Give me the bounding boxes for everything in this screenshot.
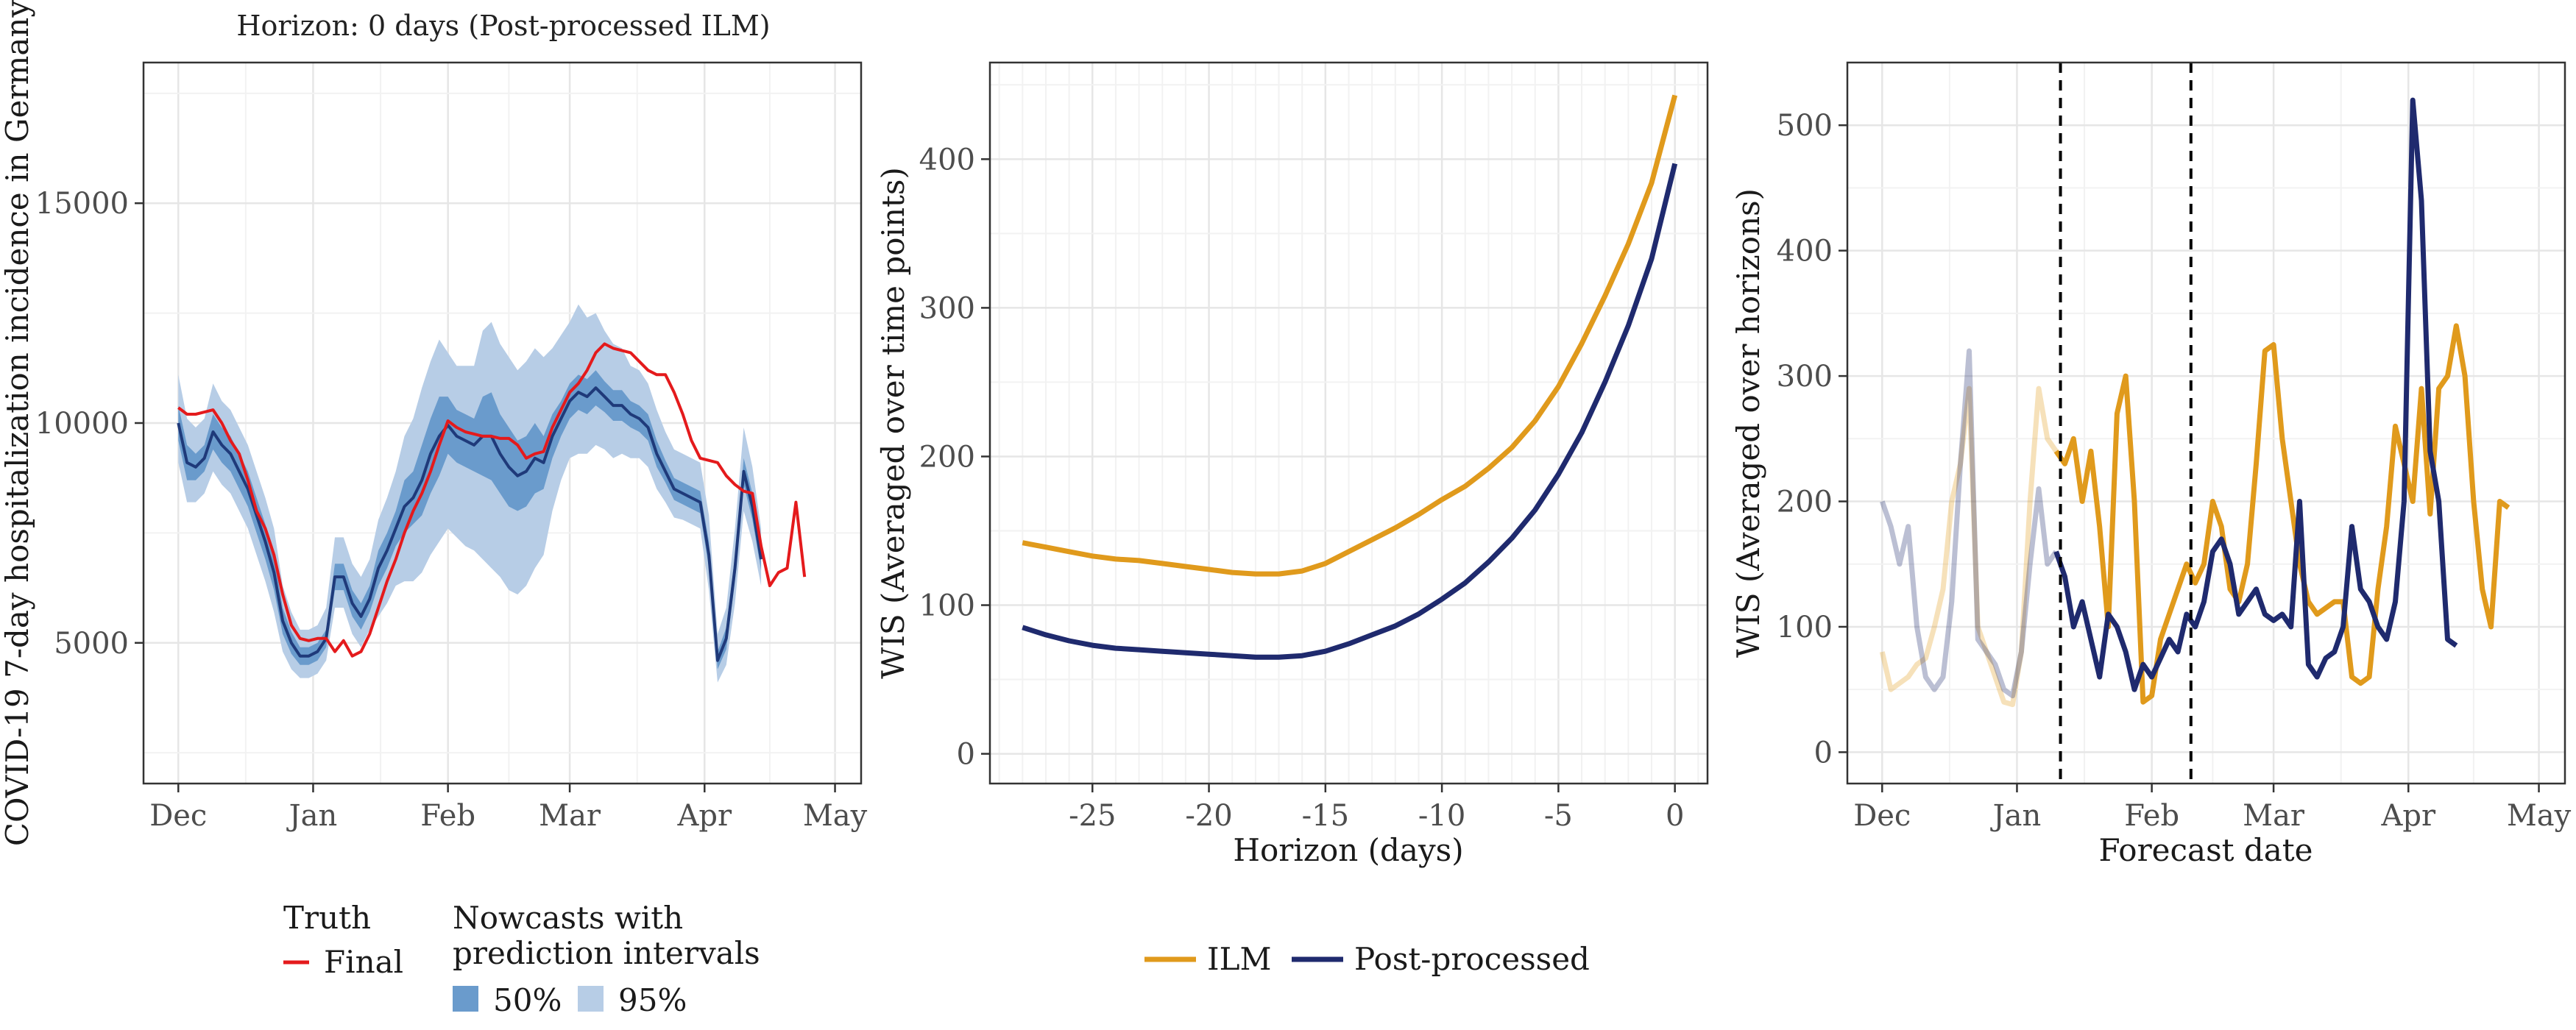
x-tick-label: -5 — [1544, 799, 1573, 833]
x-tick-label: May — [2507, 799, 2572, 833]
legend-95-swatch — [578, 986, 604, 1012]
x-tick-label: -10 — [1418, 799, 1465, 833]
x-tick-label: Mar — [539, 799, 601, 833]
y-tick-label: 500 — [1777, 109, 1833, 143]
legend-50-swatch — [453, 986, 478, 1012]
legend-post-label: Post-processed — [1354, 941, 1590, 977]
x-tick-label: Feb — [420, 799, 475, 833]
nowcast-panel: Horizon: 0 days (Post-processed ILM) Dec… — [0, 0, 868, 846]
panel2-lines — [1022, 94, 1678, 660]
panel2-gridlines — [990, 63, 1708, 784]
legend-95-label: 95% — [618, 982, 687, 1018]
panel1-gridlines — [144, 63, 861, 784]
x-tick-label: Mar — [2243, 799, 2305, 833]
y-tick-label: 15000 — [35, 187, 129, 221]
x-tick-label: -20 — [1185, 799, 1232, 833]
wis-horizon-panel: -25 -20 -15 -10 -5 0 0 100 200 300 400 Horizon (d… — [875, 61, 1709, 868]
x-tick-label: Dec — [149, 799, 207, 833]
panel1-x-ticks: Dec Jan Feb Mar Apr May — [149, 784, 868, 833]
legend-50-label: 50% — [493, 982, 562, 1018]
panel3-lines — [1879, 97, 2510, 708]
x-tick-label: Feb — [2124, 799, 2179, 833]
panel2-y-ticks: 0 100 200 300 400 — [919, 143, 990, 772]
x-tick-label: Apr — [2380, 799, 2435, 833]
band-50-area — [178, 370, 762, 670]
x-tick-label: Jan — [286, 799, 338, 833]
panel3-x-ticks: Dec Jan Feb Mar Apr May — [1853, 784, 2572, 833]
panel3-plot-bg — [1847, 63, 2565, 784]
y-tick-label: 300 — [1777, 360, 1833, 394]
y-tick-label: 5000 — [54, 627, 129, 661]
panel2-x-ticks: -25 -20 -15 -10 -5 0 — [1069, 784, 1684, 833]
post-processed-line — [2053, 97, 2458, 692]
ilm-line — [1022, 94, 1678, 577]
y-tick-label: 100 — [919, 589, 975, 623]
x-tick-label: May — [803, 799, 868, 833]
panel3-y-ticks: 0 100 200 300 400 500 — [1777, 109, 1847, 770]
x-tick-label: 0 — [1666, 799, 1684, 833]
legend-nowcast: Truth Final Nowcasts with prediction int… — [283, 900, 760, 1018]
legend-final-label: Final — [324, 944, 403, 980]
legend-wis: ILM Post-processed — [1144, 941, 1590, 977]
y-tick-label: 0 — [957, 738, 975, 772]
legend-truth-title: Truth — [283, 900, 371, 936]
x-tick-label: -15 — [1302, 799, 1349, 833]
post-processed-line-faded — [1879, 348, 2059, 699]
legend-ilm-label: ILM — [1207, 941, 1272, 977]
panel1-prediction-bands — [178, 304, 762, 683]
post-processed-line — [1022, 163, 1678, 660]
panel3-vertical-markers — [2059, 63, 2193, 784]
legend-nowcast-title-line1: Nowcasts with — [453, 900, 683, 936]
panel1-lines — [177, 342, 807, 662]
x-tick-label: Dec — [1853, 799, 1911, 833]
y-tick-label: 400 — [919, 143, 975, 177]
legend-nowcast-title-line2: prediction intervals — [453, 935, 760, 971]
ilm-line-faded — [1879, 386, 2059, 708]
y-tick-label: 10000 — [35, 407, 129, 441]
truth-final-line — [177, 342, 807, 658]
panel1-title: Horizon: 0 days (Post-processed ILM) — [236, 10, 770, 42]
y-tick-label: 0 — [1814, 736, 1833, 770]
panel2-x-axis-title: Horizon (days) — [1233, 832, 1463, 868]
wis-date-panel: Dec Jan Feb Mar Apr May 0 100 200 300 400 500 Fore… — [1730, 61, 2572, 868]
x-tick-label: -25 — [1069, 799, 1116, 833]
panel3-x-axis-title: Forecast date — [2098, 832, 2313, 868]
nowcast-median-line — [177, 386, 763, 662]
y-tick-label: 400 — [1777, 235, 1833, 269]
y-tick-label: 300 — [919, 291, 975, 325]
panel3-plot-frame — [1846, 61, 2566, 785]
y-tick-label: 200 — [1777, 486, 1833, 519]
panel3-y-axis-title: WIS (Averaged over horizons) — [1730, 188, 1766, 658]
panel2-y-axis-title: WIS (Averaged over time points) — [875, 167, 911, 679]
panel2-plot-frame — [988, 61, 1709, 785]
y-tick-label: 200 — [919, 440, 975, 474]
y-tick-label: 100 — [1777, 611, 1833, 644]
x-tick-label: Apr — [676, 799, 732, 833]
x-tick-label: Jan — [1990, 799, 2042, 833]
panel1-y-axis-title: COVID-19 7-day hospitalization incidence… — [0, 0, 35, 846]
panel1-y-ticks: 5000 10000 15000 — [35, 187, 144, 661]
